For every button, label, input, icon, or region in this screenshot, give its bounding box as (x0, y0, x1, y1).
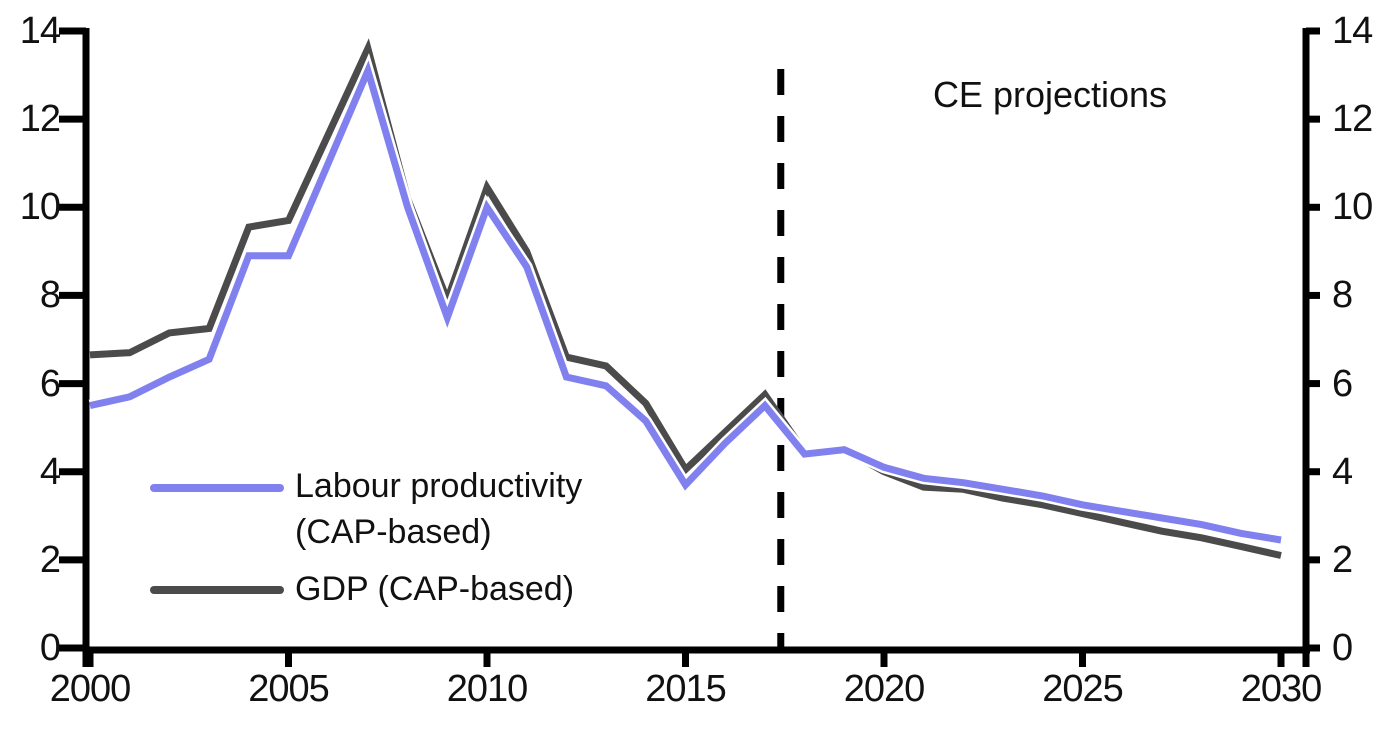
y-axis-tick-label: 6 (1332, 362, 1353, 405)
y-axis-tick-label: 2 (39, 538, 61, 581)
y-axis-tick-label: 2 (1332, 538, 1353, 581)
x-axis-tick-label: 2005 (248, 668, 330, 710)
y-axis-tick-label: 0 (1332, 627, 1353, 669)
x-axis-tick-label: 2030 (1240, 668, 1323, 710)
y-axis-tick-label: 10 (1332, 186, 1373, 229)
legend-item-labour-productivity: Labour productivity (CAP-based) (295, 463, 755, 555)
y-axis-tick-label: 4 (39, 450, 61, 493)
legend-label-line2: (CAP-based) (295, 513, 492, 551)
y-axis-tick-label: 12 (1332, 98, 1373, 141)
y-axis-tick-label: 14 (19, 10, 61, 52)
y-axis-tick-label: 12 (19, 98, 61, 141)
y-axis-tick-label: 8 (1332, 274, 1353, 317)
projection-annotation: CE projections (932, 74, 1168, 115)
labour-productivity-line (89, 60, 1282, 544)
labour-productivity-legend-swatch (150, 484, 284, 492)
x-axis-tick-label: 2020 (843, 668, 926, 710)
y-axis-tick-label: 14 (1332, 10, 1373, 52)
y-axis-tick-label: 4 (1332, 450, 1353, 493)
y-axis-tick-label: 6 (39, 362, 61, 405)
gdp-line (89, 38, 1282, 559)
gdp-legend-swatch (150, 586, 284, 594)
x-axis-tick-label: 2000 (49, 668, 132, 710)
x-axis-tick-label: 2010 (446, 668, 529, 710)
x-axis-tick-label: 2025 (1042, 668, 1124, 710)
legend-item-gdp: GDP (CAP-based) (295, 566, 755, 612)
y-axis-tick-label: 8 (39, 274, 61, 317)
y-axis-tick-label: 0 (39, 627, 61, 669)
legend-label-line1: GDP (CAP-based) (295, 570, 575, 608)
legend-label-line1: Labour productivity (295, 467, 583, 505)
x-axis-tick-label: 2015 (645, 668, 727, 710)
y-axis-tick-label: 10 (19, 186, 61, 229)
